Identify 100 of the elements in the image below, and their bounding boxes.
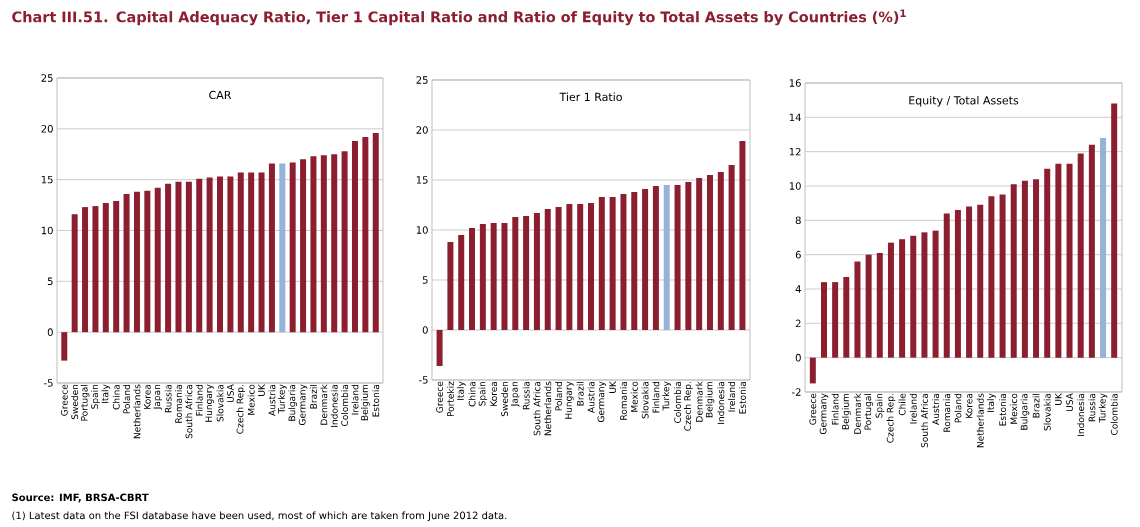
bar xyxy=(217,176,224,333)
bar xyxy=(921,232,928,358)
y-tick-label: 16 xyxy=(789,79,801,87)
bar xyxy=(566,203,573,330)
x-tick-label: Austria xyxy=(268,385,276,416)
x-tick-label: UK xyxy=(258,384,265,396)
bar xyxy=(954,210,961,358)
y-tick-label: 14 xyxy=(789,113,801,121)
x-tick-label: Korea xyxy=(965,393,973,418)
bar xyxy=(341,151,348,333)
x-tick-label: Slovakia xyxy=(1043,393,1051,431)
x-tick-label: Russia xyxy=(164,384,172,413)
x-tick-label: Greece xyxy=(436,381,443,413)
bar xyxy=(865,254,872,358)
x-tick-label: UK xyxy=(609,381,616,393)
source-note: Source: IMF, BRSA-CBRT xyxy=(12,493,149,503)
x-tick-label: China xyxy=(112,384,120,410)
x-tick-label: Estonia xyxy=(372,384,380,417)
x-tick-label: Austria xyxy=(932,394,940,425)
x-tick-label: Bulgaria xyxy=(288,384,298,421)
x-tick-label: Mexico xyxy=(247,384,255,415)
x-tick-label: Czech Rep. xyxy=(236,385,246,434)
bar xyxy=(620,193,627,330)
bar xyxy=(854,261,861,358)
bar xyxy=(1077,153,1084,358)
y-tick-label: 20 xyxy=(41,125,53,133)
bar xyxy=(248,172,255,333)
x-tick-label: Turkey xyxy=(277,384,287,414)
x-tick-label: Chile xyxy=(898,393,906,416)
bar xyxy=(144,190,151,333)
x-tick-label: Estonia xyxy=(999,393,1007,426)
bar xyxy=(1111,103,1118,358)
x-tick-label: Germany xyxy=(298,384,308,426)
y-tick-label: 5 xyxy=(422,276,428,284)
x-tick-label: Poland xyxy=(954,394,962,423)
x-tick-label: Bulgaria xyxy=(1020,393,1030,430)
x-tick-label: USA xyxy=(226,384,234,403)
bar xyxy=(631,191,638,330)
x-tick-label: Brazil xyxy=(1032,394,1040,418)
x-tick-label: Poland xyxy=(555,381,563,411)
x-tick-label: Denmark xyxy=(695,381,703,422)
x-tick-label: Spain xyxy=(478,381,488,406)
bar xyxy=(577,203,584,330)
bar xyxy=(133,191,140,333)
bar xyxy=(237,172,244,333)
x-tick-label: Czech Rep. xyxy=(886,394,896,443)
bar xyxy=(887,242,894,358)
x-tick-label: Colombia xyxy=(1110,393,1118,435)
y-tick-label: 15 xyxy=(41,175,53,184)
bar xyxy=(832,282,839,358)
bar xyxy=(165,183,172,333)
x-tick-label: Romania xyxy=(175,384,182,423)
x-tick-label: Greece xyxy=(60,384,68,416)
bar xyxy=(932,230,939,358)
x-tick-label: South Africa xyxy=(533,381,541,436)
x-tick-label: Korea xyxy=(144,384,151,409)
x-tick-label: South Africa xyxy=(920,393,928,448)
bar xyxy=(1044,168,1051,358)
x-tick-label: Portugal xyxy=(864,394,873,430)
bar xyxy=(71,214,78,333)
bar xyxy=(372,132,379,333)
text: (1) Latest data on the FSI database have been used, most of which are taken from June 2012 data. xyxy=(12,511,507,521)
x-tick-label: Sweden xyxy=(501,381,508,417)
y-tick-label: -5 xyxy=(44,379,53,387)
x-tick-label: Russia xyxy=(1088,393,1096,422)
bar xyxy=(843,276,850,358)
bar xyxy=(469,227,476,330)
x-tick-label: Romania xyxy=(619,381,627,420)
y-tick-label: 10 xyxy=(416,226,428,234)
bar xyxy=(533,212,540,330)
bar xyxy=(1055,163,1062,358)
bar xyxy=(809,357,816,384)
x-tick-label: Greece xyxy=(809,393,817,425)
bar xyxy=(728,164,735,330)
bar xyxy=(1010,184,1017,358)
x-tick-label: Netherlands xyxy=(976,393,984,448)
bar xyxy=(320,155,327,333)
x-tick-label: Japan xyxy=(153,384,162,410)
bar xyxy=(966,206,973,358)
bar xyxy=(92,206,99,333)
bar xyxy=(227,176,234,333)
x-tick-label: Italy xyxy=(456,381,466,400)
x-tick-label: Hungary xyxy=(565,381,574,419)
x-tick-label: Mexico xyxy=(1010,393,1018,424)
x-tick-label: Czech Rep. xyxy=(684,382,693,431)
bar xyxy=(258,172,265,333)
y-tick-label: 6 xyxy=(795,250,801,259)
x-tick-label: Austria xyxy=(587,382,595,413)
bar xyxy=(268,163,275,333)
text: CAR xyxy=(209,90,232,100)
bar xyxy=(1100,137,1107,358)
x-tick-label: Indonesia xyxy=(330,384,338,427)
bar xyxy=(899,239,906,358)
y-tick-label: 25 xyxy=(41,74,53,82)
x-tick-label: Denmark xyxy=(320,384,328,425)
x-tick-label: Portugal xyxy=(80,385,90,421)
y-tick-label: -2 xyxy=(791,388,801,396)
x-tick-label: Netherlands xyxy=(544,381,552,436)
x-tick-label: Belgium xyxy=(841,393,851,430)
x-tick-label: Belgium xyxy=(705,381,715,418)
